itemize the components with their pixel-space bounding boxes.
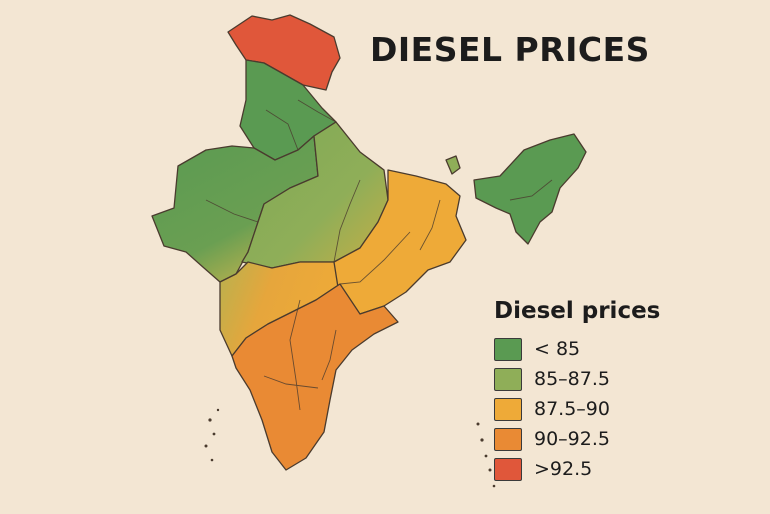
legend-item: < 85 [494,334,660,364]
legend-item: 85–87.5 [494,364,660,394]
legend-label: 87.5–90 [534,398,610,420]
legend-label: < 85 [534,338,581,360]
legend-swatch [494,427,522,451]
legend-title: Diesel prices [494,298,661,324]
legend-label: >92.5 [534,458,593,480]
legend-label: 85–87.5 [534,368,610,390]
region-south [231,283,399,471]
region-northeast [473,133,587,245]
andaman-islands [476,422,496,488]
region-east [333,169,467,315]
legend-item: >92.5 [494,454,660,484]
legend: Diesel prices < 85 85–87.5 87.5–90 90–92… [494,298,660,484]
legend-item: 87.5–90 [494,394,660,424]
legend-label: 90–92.5 [534,428,610,450]
legend-swatch [494,397,522,421]
legend-swatch [494,367,522,391]
lakshadweep-islands [204,408,220,462]
map-title: DIESEL PRICES [370,30,650,69]
region-sikkim [445,155,461,175]
legend-swatch [494,457,522,481]
legend-item: 90–92.5 [494,424,660,454]
legend-swatch [494,337,522,361]
